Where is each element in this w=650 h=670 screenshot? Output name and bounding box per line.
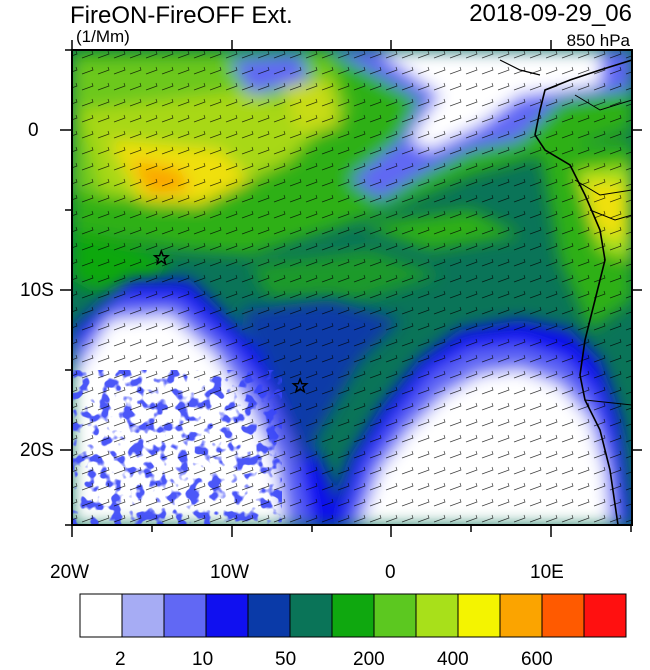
colorbar-label-200: 200 [353, 649, 385, 670]
lat-label-20s: 20S [20, 440, 54, 461]
valid-time: 2018-09-29_06 [469, 0, 632, 27]
pressure-level-label: 850 hPa [566, 31, 630, 50]
lon-label-20w: 20W [50, 562, 90, 583]
units-label: (1/Mm) [76, 27, 130, 46]
star-marker-north [152, 248, 171, 266]
lon-label-10w: 10W [210, 562, 250, 583]
colorbar-label-10: 10 [192, 649, 214, 670]
lon-label-10e: 10E [530, 562, 564, 583]
extinction-field [72, 50, 632, 525]
colorbar-label-2: 2 [115, 649, 126, 670]
colorbar-label-600: 600 [521, 649, 553, 670]
star-marker-south [291, 376, 309, 394]
coastline [534, 59, 632, 525]
lon-label-0: 0 [385, 562, 396, 583]
colorbar-label-400: 400 [437, 649, 469, 670]
axis-ticks [60, 40, 642, 537]
lat-label-0: 0 [28, 120, 39, 141]
lat-label-10s: 10S [20, 280, 54, 301]
colorbar-label-50: 50 [275, 649, 297, 670]
map-title: FireON-FireOFF Ext. [70, 2, 293, 29]
